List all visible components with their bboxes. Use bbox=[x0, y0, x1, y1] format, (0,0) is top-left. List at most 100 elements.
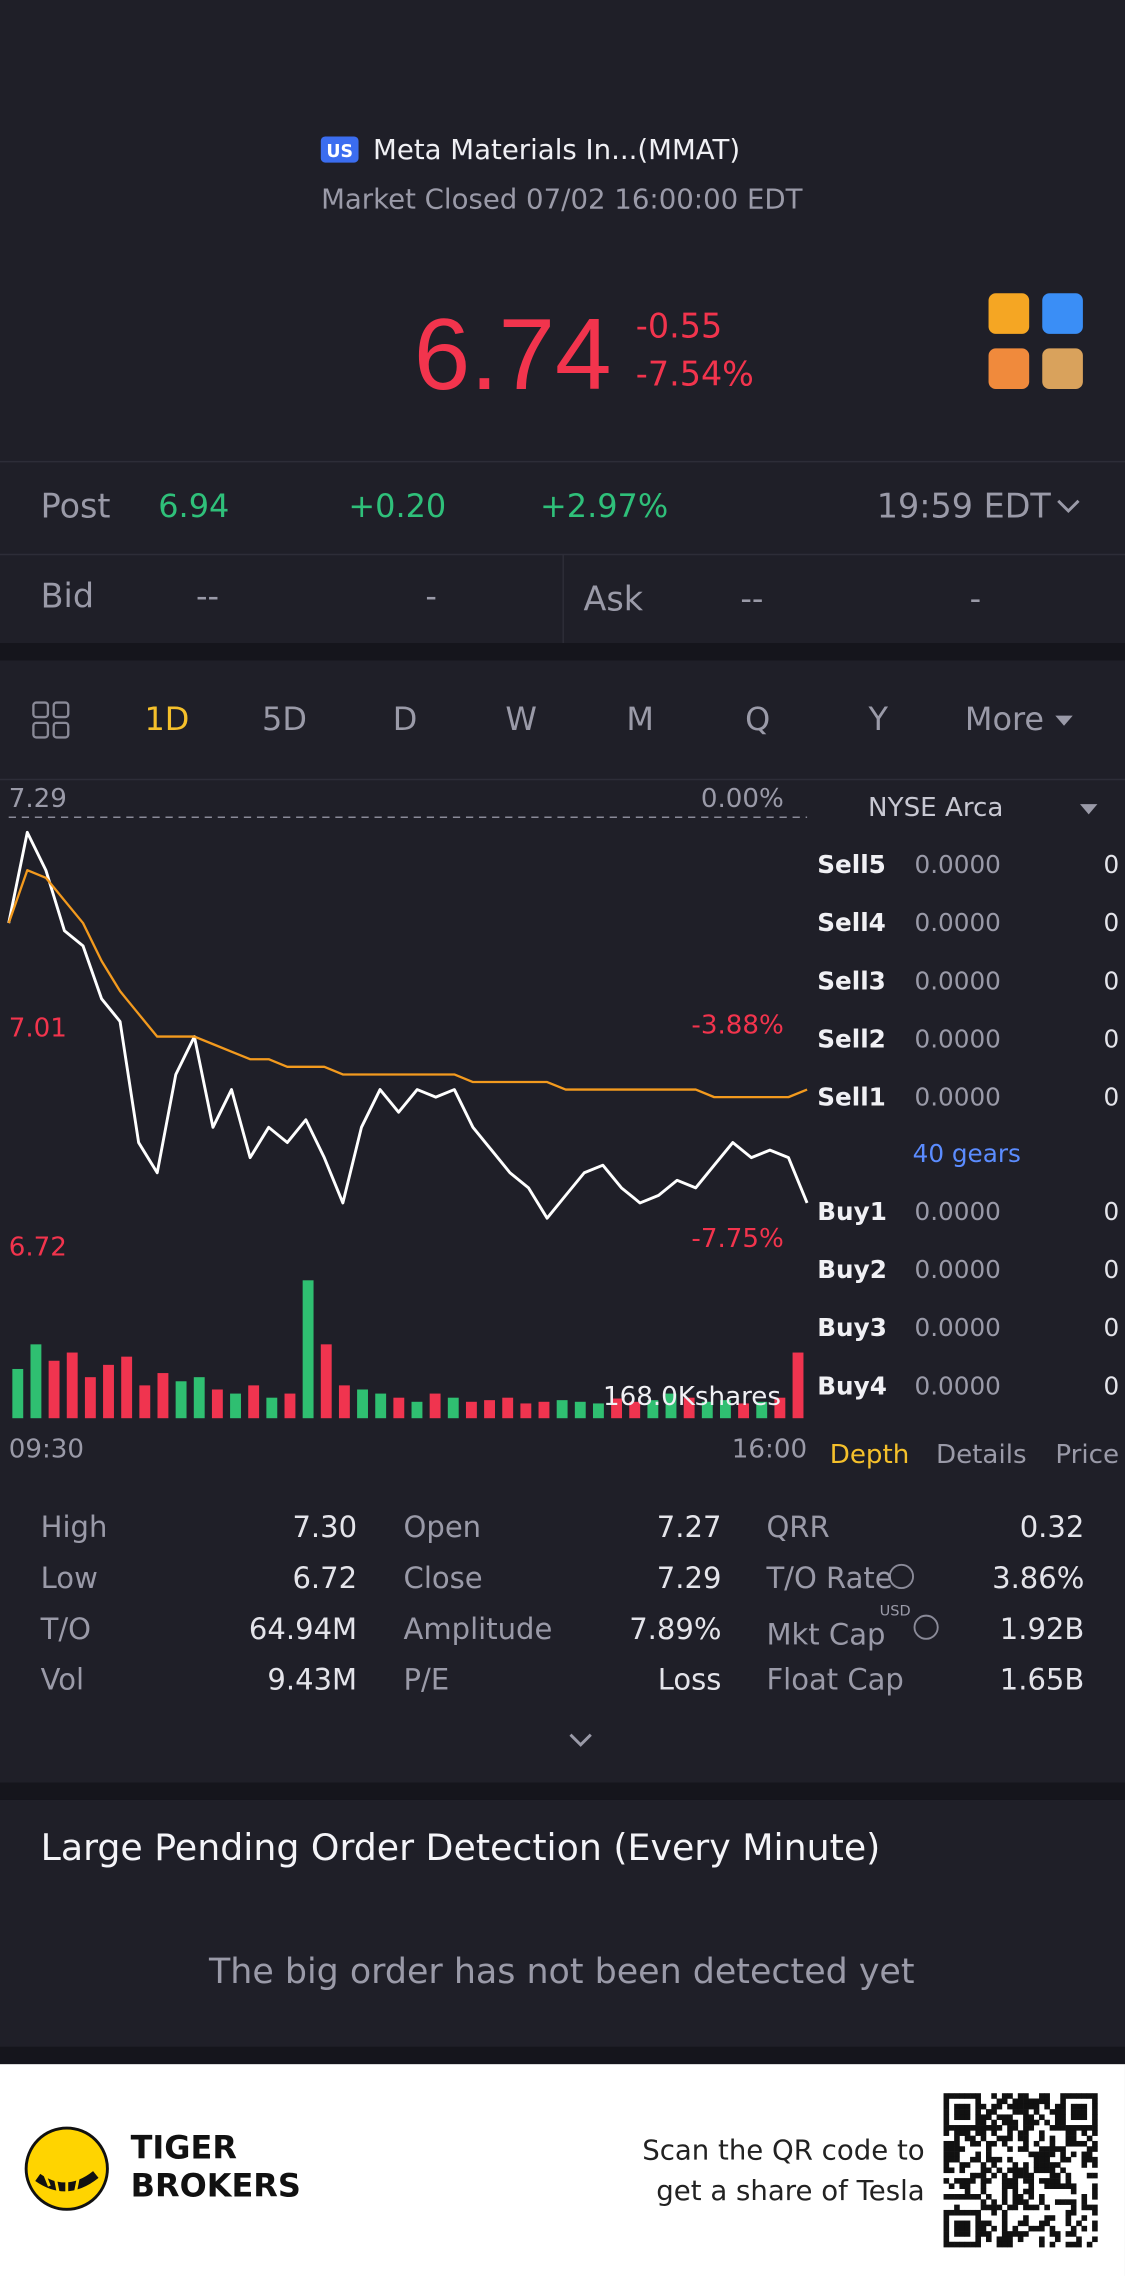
qr-module bbox=[954, 2140, 960, 2147]
qr-module bbox=[1065, 2199, 1072, 2205]
qr-module bbox=[1017, 2172, 1024, 2179]
qr-module bbox=[991, 2093, 997, 2099]
qr-module bbox=[1007, 2178, 1013, 2184]
book-tab[interactable]: Price bbox=[1055, 1439, 1120, 1471]
qr-module bbox=[1065, 2093, 1072, 2099]
qr-module bbox=[1044, 2156, 1050, 2163]
y-tick-label: 6.72 bbox=[8, 1232, 67, 1263]
qr-module bbox=[1033, 2103, 1040, 2110]
qr-module bbox=[948, 2209, 955, 2216]
book-side: Sell4 bbox=[817, 909, 886, 939]
qr-module bbox=[943, 2156, 950, 2163]
qr-module bbox=[980, 2119, 987, 2126]
qr-module bbox=[1060, 2125, 1066, 2131]
period-tab[interactable]: D bbox=[392, 702, 418, 739]
stat-label: QRR bbox=[766, 1509, 830, 1545]
qr-module bbox=[1092, 2225, 1098, 2232]
qr-module bbox=[1081, 2093, 1088, 2099]
period-tab[interactable]: Q bbox=[745, 702, 771, 739]
qr-module bbox=[1065, 2125, 1072, 2131]
qr-module bbox=[975, 2151, 981, 2158]
qr-module bbox=[1028, 2204, 1035, 2211]
qr-module bbox=[1092, 2125, 1098, 2131]
separator bbox=[0, 643, 1125, 661]
post-time[interactable]: 19:59 EDT bbox=[876, 488, 1051, 527]
qr-module bbox=[975, 2231, 981, 2237]
qr-module bbox=[964, 2225, 971, 2232]
qr-module bbox=[1023, 2215, 1029, 2221]
icon[interactable] bbox=[988, 348, 1030, 390]
qr-module bbox=[1049, 2215, 1056, 2221]
volume-bar bbox=[121, 1356, 133, 1419]
qr-module bbox=[959, 2183, 966, 2190]
qr-module bbox=[1081, 2151, 1088, 2158]
qr-module bbox=[1060, 2199, 1066, 2205]
stat-label: Open bbox=[403, 1509, 482, 1545]
qr-module bbox=[1039, 2093, 1045, 2099]
stat-value: 9.43M bbox=[267, 1662, 358, 1697]
qr-module bbox=[1065, 2178, 1072, 2184]
qr-module bbox=[964, 2093, 971, 2099]
dropdown-arrow[interactable] bbox=[1079, 804, 1098, 815]
qr-module bbox=[1001, 2220, 1008, 2227]
stat-value: 64.94M bbox=[248, 1611, 358, 1647]
post-label: Post bbox=[40, 488, 111, 527]
qr-module bbox=[1070, 2114, 1077, 2121]
qr-module bbox=[959, 2231, 966, 2237]
dropdown-arrow[interactable] bbox=[1055, 715, 1073, 726]
period-tab[interactable]: 5D bbox=[262, 702, 307, 739]
qr-module bbox=[1023, 2172, 1029, 2179]
qr-module bbox=[964, 2125, 971, 2131]
qr-module bbox=[985, 2220, 992, 2227]
book-price: 0.0000 bbox=[914, 967, 1001, 997]
layout-icon[interactable] bbox=[32, 701, 70, 739]
qr-module bbox=[1049, 2241, 1056, 2248]
qr-module bbox=[1070, 2135, 1077, 2142]
qr-module bbox=[1092, 2220, 1098, 2227]
info-icon[interactable] bbox=[888, 1563, 939, 1640]
qr-module bbox=[1054, 2119, 1061, 2126]
icon[interactable] bbox=[1042, 348, 1083, 390]
qr-module bbox=[1060, 2151, 1066, 2158]
book-tab[interactable]: Depth bbox=[829, 1439, 910, 1471]
qr-module bbox=[1012, 2199, 1019, 2205]
qr-module bbox=[980, 2114, 987, 2121]
qr-module bbox=[1039, 2135, 1045, 2142]
expand-chevron[interactable] bbox=[569, 1733, 592, 1747]
qr-module bbox=[959, 2146, 966, 2152]
qr-module bbox=[964, 2109, 971, 2115]
period-tab[interactable]: More bbox=[964, 702, 1045, 739]
qr-module bbox=[975, 2156, 981, 2163]
period-tab[interactable]: 1D bbox=[144, 702, 190, 739]
qr-module bbox=[996, 2114, 1003, 2121]
period-tab[interactable]: W bbox=[505, 702, 537, 739]
qr-module bbox=[1049, 2231, 1056, 2237]
book-tab[interactable]: Details bbox=[935, 1439, 1027, 1471]
exchange[interactable]: NYSE Arca bbox=[868, 792, 1004, 824]
qr-module bbox=[1023, 2135, 1029, 2142]
qr-module bbox=[1086, 2156, 1093, 2163]
volume-bar bbox=[393, 1397, 405, 1419]
qr-module bbox=[1023, 2220, 1029, 2227]
qr-module bbox=[1023, 2167, 1029, 2174]
qr-module bbox=[1081, 2125, 1088, 2131]
qr-module bbox=[1092, 2146, 1098, 2152]
volume-bar bbox=[411, 1401, 423, 1419]
qr-module bbox=[1001, 2188, 1008, 2195]
volume-bar bbox=[792, 1352, 804, 1419]
icon[interactable] bbox=[1042, 293, 1083, 334]
y2-tick-label: -7.75% bbox=[691, 1224, 784, 1255]
volume-bar bbox=[484, 1400, 495, 1419]
volume-bar bbox=[683, 1397, 695, 1419]
period-tab[interactable]: Y bbox=[868, 702, 888, 739]
qr-module bbox=[1017, 2130, 1024, 2136]
stat-label: Vol bbox=[40, 1662, 85, 1697]
qr-module bbox=[954, 2146, 960, 2152]
period-tab[interactable]: M bbox=[626, 702, 654, 739]
qr-module bbox=[1023, 2199, 1029, 2205]
gears[interactable]: 40 gears bbox=[912, 1140, 1021, 1170]
icon[interactable] bbox=[988, 293, 1030, 334]
chevron[interactable] bbox=[1057, 499, 1080, 514]
qr-module bbox=[1060, 2109, 1066, 2115]
qr-module bbox=[985, 2236, 992, 2243]
